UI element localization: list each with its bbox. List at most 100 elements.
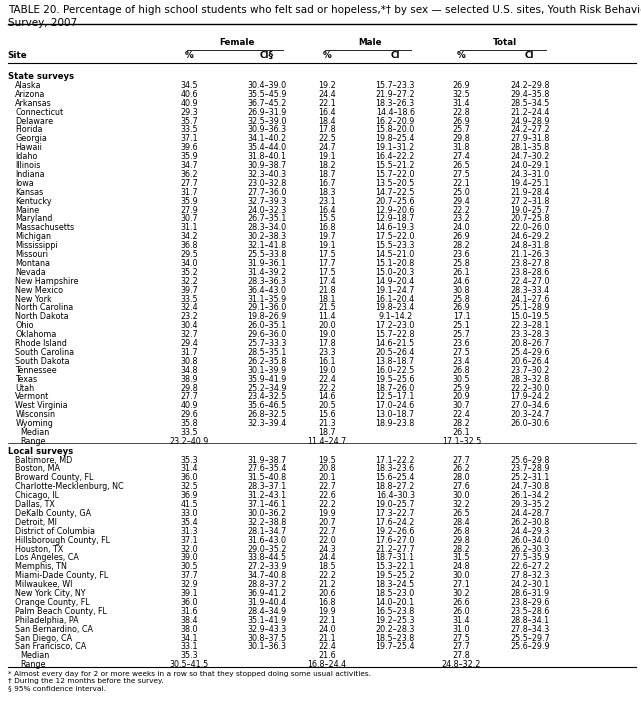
Text: 26.8–32.5: 26.8–32.5 <box>247 410 287 419</box>
Text: 21.9–28.4: 21.9–28.4 <box>510 188 549 197</box>
Text: 30.2–38.3: 30.2–38.3 <box>247 232 287 241</box>
Text: 27.7: 27.7 <box>453 643 470 652</box>
Text: 30.1–39.9: 30.1–39.9 <box>247 365 287 375</box>
Text: 39.1: 39.1 <box>180 589 198 598</box>
Text: 21.5: 21.5 <box>318 304 336 312</box>
Text: Vermont: Vermont <box>15 392 49 401</box>
Text: 27.6: 27.6 <box>453 482 470 491</box>
Text: %: % <box>322 51 331 60</box>
Text: 20.8–26.7: 20.8–26.7 <box>510 339 549 348</box>
Text: 32.9: 32.9 <box>180 580 198 589</box>
Text: Florida: Florida <box>15 125 43 135</box>
Text: 34.7: 34.7 <box>180 161 198 170</box>
Text: 26.0–30.6: 26.0–30.6 <box>510 419 549 428</box>
Text: 26.0–35.1: 26.0–35.1 <box>247 321 287 331</box>
Text: 15.3–22.1: 15.3–22.1 <box>376 563 415 571</box>
Text: 17.4: 17.4 <box>318 277 336 285</box>
Text: 31.5–40.8: 31.5–40.8 <box>247 473 287 483</box>
Text: 20.7–25.8: 20.7–25.8 <box>510 215 549 223</box>
Text: 26.2–30.8: 26.2–30.8 <box>510 518 549 527</box>
Text: 24.4: 24.4 <box>318 90 336 99</box>
Text: 11.4: 11.4 <box>318 312 336 321</box>
Text: North Dakota: North Dakota <box>15 312 69 321</box>
Text: 24.0–29.1: 24.0–29.1 <box>510 161 549 170</box>
Text: 19.2–26.6: 19.2–26.6 <box>376 527 415 536</box>
Text: 30.4–39.0: 30.4–39.0 <box>247 81 287 90</box>
Text: 19.9: 19.9 <box>318 607 336 616</box>
Text: 24.2–29.8: 24.2–29.8 <box>510 81 549 90</box>
Text: 18.5–23.8: 18.5–23.8 <box>376 633 415 643</box>
Text: 25.5–29.7: 25.5–29.7 <box>510 633 550 643</box>
Text: 24.7–30.2: 24.7–30.2 <box>510 152 549 161</box>
Text: 22.1: 22.1 <box>318 99 336 108</box>
Text: 25.0: 25.0 <box>453 188 470 197</box>
Text: 28.3–36.3: 28.3–36.3 <box>247 277 287 285</box>
Text: 35.1–41.9: 35.1–41.9 <box>247 616 287 625</box>
Text: 12.5–17.1: 12.5–17.1 <box>376 392 415 401</box>
Text: 33.0: 33.0 <box>180 509 198 518</box>
Text: TABLE 20. Percentage of high school students who felt sad or hopeless,*† by sex : TABLE 20. Percentage of high school stud… <box>8 5 641 15</box>
Text: 35.5–45.9: 35.5–45.9 <box>247 90 287 99</box>
Text: West Virginia: West Virginia <box>15 401 68 411</box>
Text: New York City, NY: New York City, NY <box>15 589 86 598</box>
Text: 16.8–24.4: 16.8–24.4 <box>307 660 347 669</box>
Text: 21.2–27.7: 21.2–27.7 <box>376 545 415 553</box>
Text: 23.2: 23.2 <box>453 215 470 223</box>
Text: § 95% confidence interval.: § 95% confidence interval. <box>8 686 106 692</box>
Text: Maine: Maine <box>15 205 40 215</box>
Text: 16.0–22.5: 16.0–22.5 <box>376 365 415 375</box>
Text: 22.1: 22.1 <box>453 179 470 188</box>
Text: 15.1–20.8: 15.1–20.8 <box>376 259 415 268</box>
Text: 35.4–44.0: 35.4–44.0 <box>247 143 287 152</box>
Text: 16.7: 16.7 <box>318 179 336 188</box>
Text: 29.8: 29.8 <box>453 134 470 143</box>
Text: 27.4: 27.4 <box>453 152 470 161</box>
Text: 26.2: 26.2 <box>453 464 470 473</box>
Text: 36.9–41.2: 36.9–41.2 <box>247 589 287 598</box>
Text: 28.3–34.0: 28.3–34.0 <box>247 223 287 232</box>
Text: 35.6–46.5: 35.6–46.5 <box>247 401 287 411</box>
Text: 31.7: 31.7 <box>180 188 198 197</box>
Text: 25.9: 25.9 <box>453 384 470 392</box>
Text: 32.4: 32.4 <box>180 304 198 312</box>
Text: 15.0–19.5: 15.0–19.5 <box>510 312 549 321</box>
Text: 25.5–33.8: 25.5–33.8 <box>247 250 287 259</box>
Text: 22.2–30.0: 22.2–30.0 <box>510 384 549 392</box>
Text: Milwaukee, WI: Milwaukee, WI <box>15 580 73 589</box>
Text: 17.1: 17.1 <box>453 312 470 321</box>
Text: 19.2–25.3: 19.2–25.3 <box>376 616 415 625</box>
Text: 19.8–25.4: 19.8–25.4 <box>376 134 415 143</box>
Text: 31.1: 31.1 <box>180 223 198 232</box>
Text: 20.1: 20.1 <box>318 473 336 483</box>
Text: 36.7–45.2: 36.7–45.2 <box>247 99 287 108</box>
Text: 41.5: 41.5 <box>180 500 198 509</box>
Text: 37.1: 37.1 <box>180 134 198 143</box>
Text: 32.1–41.8: 32.1–41.8 <box>247 241 287 250</box>
Text: 31.6–43.0: 31.6–43.0 <box>247 536 287 545</box>
Text: 24.0–32.3: 24.0–32.3 <box>247 205 287 215</box>
Text: 36.4–43.0: 36.4–43.0 <box>247 285 287 295</box>
Text: 15.5–21.2: 15.5–21.2 <box>376 161 415 170</box>
Text: 19.0–25.7: 19.0–25.7 <box>510 205 549 215</box>
Text: DeKalb County, GA: DeKalb County, GA <box>15 509 92 518</box>
Text: 17.0–24.6: 17.0–24.6 <box>376 401 415 411</box>
Text: 20.2–28.3: 20.2–28.3 <box>376 625 415 633</box>
Text: 22.6: 22.6 <box>318 491 336 500</box>
Text: 19.9: 19.9 <box>318 509 336 518</box>
Text: Iowa: Iowa <box>15 179 34 188</box>
Text: San Bernardino, CA: San Bernardino, CA <box>15 625 94 633</box>
Text: 28.8–34.1: 28.8–34.1 <box>510 616 549 625</box>
Text: 21.1: 21.1 <box>318 633 336 643</box>
Text: 23.2–40.9: 23.2–40.9 <box>169 437 209 446</box>
Text: 36.9: 36.9 <box>180 491 198 500</box>
Text: 39.7: 39.7 <box>180 285 198 295</box>
Text: Idaho: Idaho <box>15 152 38 161</box>
Text: Charlotte-Mecklenburg, NC: Charlotte-Mecklenburg, NC <box>15 482 124 491</box>
Text: 32.2: 32.2 <box>453 500 470 509</box>
Text: 19.5: 19.5 <box>318 456 336 464</box>
Text: Range: Range <box>21 660 46 669</box>
Text: New York: New York <box>15 295 52 304</box>
Text: 32.3–39.4: 32.3–39.4 <box>247 419 287 428</box>
Text: 24.9–28.9: 24.9–28.9 <box>510 116 549 125</box>
Text: 25.6–29.8: 25.6–29.8 <box>510 456 549 464</box>
